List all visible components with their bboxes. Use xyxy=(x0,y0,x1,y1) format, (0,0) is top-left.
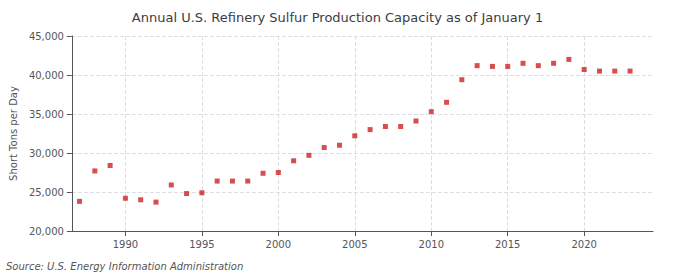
svg-text:Source: U.S. Energy Informatio: Source: U.S. Energy Information Administ… xyxy=(6,261,243,272)
svg-text:35,000: 35,000 xyxy=(29,109,64,120)
svg-text:2015: 2015 xyxy=(495,239,520,250)
svg-text:2000: 2000 xyxy=(266,239,291,250)
svg-text:25,000: 25,000 xyxy=(29,187,64,198)
svg-text:40,000: 40,000 xyxy=(29,70,64,81)
svg-text:30,000: 30,000 xyxy=(29,148,64,159)
svg-text:45,000: 45,000 xyxy=(29,31,64,42)
svg-text:1995: 1995 xyxy=(189,239,214,250)
svg-text:1990: 1990 xyxy=(113,239,138,250)
svg-text:2005: 2005 xyxy=(342,239,367,250)
svg-text:2020: 2020 xyxy=(571,239,596,250)
svg-text:Annual U.S. Refinery Sulfur Pr: Annual U.S. Refinery Sulfur Production C… xyxy=(132,10,543,25)
svg-text:Short Tons per Day: Short Tons per Day xyxy=(8,86,19,181)
svg-text:2010: 2010 xyxy=(419,239,444,250)
svg-text:20,000: 20,000 xyxy=(29,226,64,237)
